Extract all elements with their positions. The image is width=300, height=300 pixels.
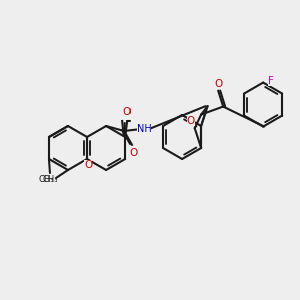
Text: O: O xyxy=(123,107,131,117)
Text: O: O xyxy=(187,116,195,126)
Text: O: O xyxy=(122,107,130,117)
Text: O: O xyxy=(214,79,222,88)
Text: F: F xyxy=(268,76,274,85)
Text: O: O xyxy=(83,162,91,172)
Text: O: O xyxy=(84,160,92,170)
Text: O: O xyxy=(129,148,137,158)
Text: NH: NH xyxy=(137,124,152,134)
Text: CH₃: CH₃ xyxy=(42,175,58,184)
Text: CH₃: CH₃ xyxy=(38,175,54,184)
